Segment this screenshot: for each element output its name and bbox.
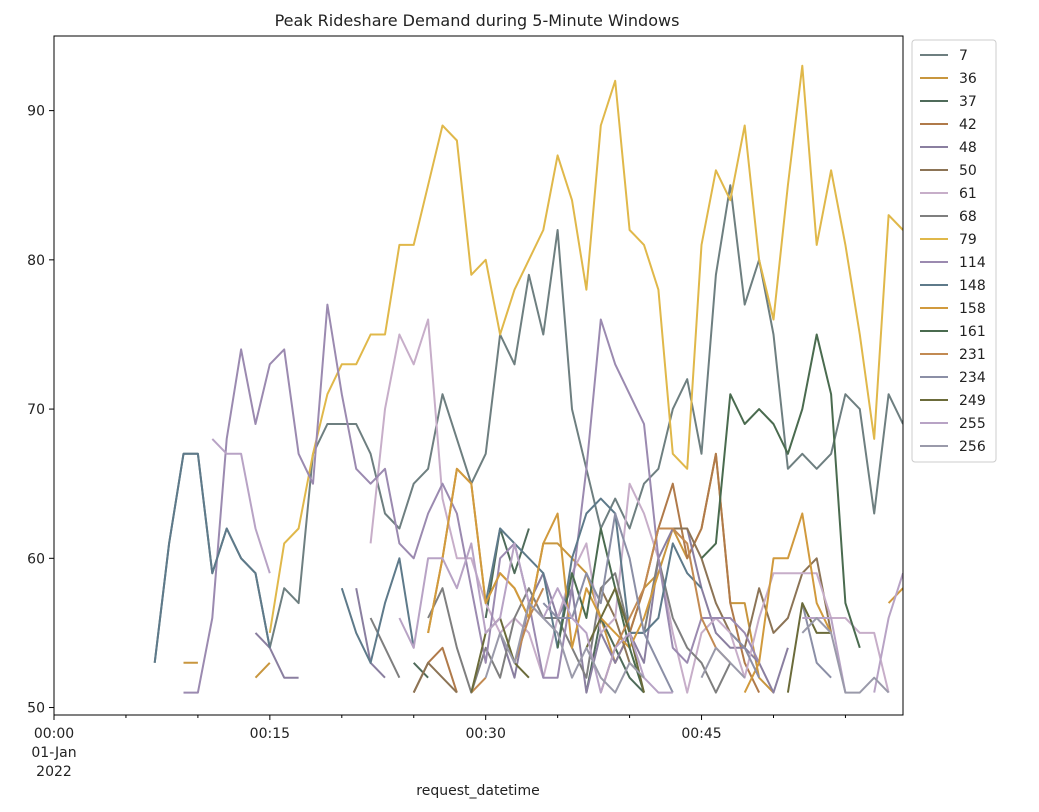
legend-label-249: 249 <box>959 393 986 409</box>
x-tick-label: 2022 <box>36 764 72 780</box>
legend-label-148: 148 <box>959 278 986 294</box>
legend-label-48: 48 <box>959 140 977 156</box>
x-tick-label: 00:15 <box>250 726 290 742</box>
legend-label-61: 61 <box>959 186 977 202</box>
legend-label-161: 161 <box>959 324 986 340</box>
y-axis: 50 60 70 80 90 <box>27 104 54 717</box>
series-line-61 <box>369 318 890 694</box>
x-axis-title: request_datetime <box>416 783 539 799</box>
series-line-231 <box>470 527 732 694</box>
legend-label-234: 234 <box>959 370 986 386</box>
plot-frame <box>53 35 904 716</box>
x-tick-label: 00:45 <box>681 726 721 742</box>
y-tick-label: 80 <box>27 253 45 269</box>
legend-label-36: 36 <box>959 71 977 87</box>
legend-label-42: 42 <box>959 117 977 133</box>
legend-label-37: 37 <box>959 94 977 110</box>
series-line-255 <box>211 438 903 694</box>
series-line-161 <box>556 333 861 693</box>
series-line-7 <box>153 184 903 663</box>
x-axis: 00:00 01-Jan 2022 00:15 00:30 00:45 <box>31 715 846 780</box>
legend-label-158: 158 <box>959 301 986 317</box>
series-line-79 <box>268 64 903 634</box>
legend: 7 36 37 42 48 50 61 68 79 114 148 158 161 231 234 249 25… <box>911 39 997 463</box>
legend-label-114: 114 <box>959 255 986 271</box>
x-tick-label: 00:00 <box>34 726 74 742</box>
legend-label-68: 68 <box>959 209 977 225</box>
legend-label-256: 256 <box>959 439 986 455</box>
legend-label-255: 255 <box>959 416 986 432</box>
series-line-148 <box>153 452 703 664</box>
x-tick-label: 00:30 <box>466 726 506 742</box>
y-tick-label: 60 <box>27 551 45 567</box>
x-tick-label: 01-Jan <box>31 745 76 761</box>
y-tick-label: 50 <box>27 701 45 717</box>
legend-box <box>911 39 997 463</box>
legend-label-7: 7 <box>959 48 968 64</box>
legend-label-79: 79 <box>959 232 977 248</box>
series-line-256 <box>484 602 890 694</box>
series-layer <box>153 64 903 694</box>
y-tick-label: 70 <box>27 402 45 418</box>
legend-label-231: 231 <box>959 347 986 363</box>
y-tick-label: 90 <box>27 104 45 120</box>
series-line-234 <box>542 512 832 694</box>
series-line-36 <box>183 452 775 694</box>
legend-label-50: 50 <box>959 163 977 179</box>
chart-title: Peak Rideshare Demand during 5-Minute Wi… <box>275 11 680 30</box>
